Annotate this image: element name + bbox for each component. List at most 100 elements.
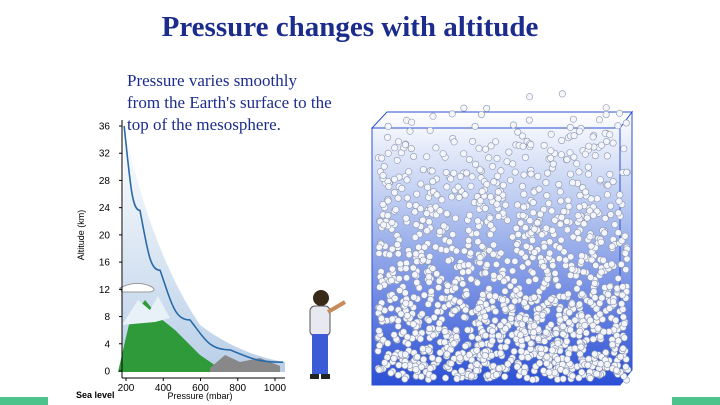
y-tick-label: 24 xyxy=(99,203,111,214)
particle xyxy=(573,285,581,293)
particle xyxy=(419,216,427,224)
particle xyxy=(481,269,489,277)
particle xyxy=(428,354,436,362)
particle xyxy=(487,221,495,229)
particle xyxy=(559,375,567,383)
particle xyxy=(606,304,614,312)
particle xyxy=(487,142,495,150)
y-tick-label: 20 xyxy=(99,230,111,241)
particle xyxy=(554,282,562,290)
particle xyxy=(503,257,511,265)
x-tick-label: 400 xyxy=(155,383,172,394)
particle xyxy=(412,366,420,374)
particle xyxy=(559,322,567,330)
particle xyxy=(491,138,499,146)
particle xyxy=(478,243,486,251)
particle xyxy=(614,229,622,237)
particle xyxy=(461,191,469,199)
particle xyxy=(411,271,419,279)
particle xyxy=(497,349,505,357)
particle xyxy=(417,373,425,381)
particle xyxy=(465,156,473,164)
particle xyxy=(583,214,591,222)
particle xyxy=(564,196,572,204)
particle xyxy=(597,268,605,276)
particle xyxy=(524,353,532,361)
particle xyxy=(557,236,565,244)
particle xyxy=(429,264,437,272)
particle xyxy=(508,233,516,241)
particle xyxy=(592,261,600,269)
particle xyxy=(505,148,513,156)
particle xyxy=(596,310,604,318)
particle xyxy=(384,339,392,347)
particle xyxy=(482,145,490,153)
particle xyxy=(545,199,553,207)
particle xyxy=(586,233,594,241)
sea-level-label: Sea level xyxy=(76,390,115,400)
person xyxy=(309,290,347,379)
particle xyxy=(465,351,473,359)
particle xyxy=(442,169,450,177)
particle xyxy=(499,181,507,189)
particle xyxy=(460,313,468,321)
particle xyxy=(423,227,431,235)
particle xyxy=(428,167,436,175)
particle xyxy=(530,293,538,301)
particle xyxy=(606,131,614,139)
particle xyxy=(411,233,419,241)
particle xyxy=(570,132,578,140)
particle xyxy=(390,354,398,362)
particle xyxy=(461,342,469,350)
particle xyxy=(469,137,477,145)
particle xyxy=(519,263,527,271)
particle xyxy=(494,188,502,196)
particle xyxy=(482,331,490,339)
particle xyxy=(395,361,403,369)
particle xyxy=(504,360,512,368)
particle xyxy=(465,261,473,269)
particle xyxy=(519,212,527,220)
particle xyxy=(459,268,467,276)
particle xyxy=(586,298,594,306)
particle xyxy=(442,246,450,254)
particle xyxy=(452,326,460,334)
particle xyxy=(486,214,494,222)
particle xyxy=(517,249,525,257)
particle xyxy=(620,320,628,328)
particle xyxy=(575,168,583,176)
particle xyxy=(426,364,434,372)
particle xyxy=(514,128,522,136)
particle xyxy=(417,205,425,213)
particle xyxy=(476,197,484,205)
particle xyxy=(585,355,593,363)
particle xyxy=(555,305,563,313)
particle xyxy=(401,141,409,149)
particle xyxy=(395,275,403,283)
particle xyxy=(501,287,509,295)
particle xyxy=(512,286,520,294)
particle xyxy=(375,243,383,251)
box-front xyxy=(371,127,621,386)
particle xyxy=(614,209,622,217)
particle xyxy=(447,175,455,183)
particle xyxy=(492,260,500,268)
particle xyxy=(445,238,453,246)
particle xyxy=(388,219,396,227)
particle xyxy=(391,189,399,197)
particle xyxy=(495,332,503,340)
particle xyxy=(585,142,593,150)
particle xyxy=(607,202,615,210)
particle xyxy=(576,350,584,358)
particle xyxy=(440,222,448,230)
particle xyxy=(491,316,499,324)
particle xyxy=(384,133,392,141)
particle xyxy=(410,293,418,301)
particle xyxy=(543,192,551,200)
particle xyxy=(466,211,474,219)
particle xyxy=(460,150,468,158)
particle xyxy=(475,144,483,152)
particle xyxy=(602,104,610,112)
particle xyxy=(380,221,388,229)
